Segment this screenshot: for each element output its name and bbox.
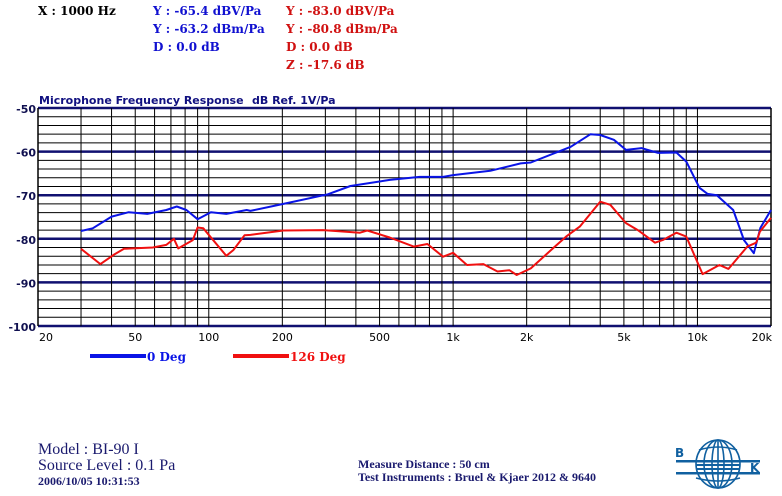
legend: 0 Deg 126 Deg [90, 350, 346, 364]
model-label: Model : BI-90 I [38, 441, 139, 458]
readout-blue-y-dbv: Y : -65.4 dBV/Pa [153, 4, 262, 18]
y-tick-label: -100 [8, 321, 36, 334]
x-tick-label: 10k [687, 331, 708, 344]
grid [37, 106, 772, 328]
x-tick-label: 20k [752, 331, 773, 344]
readout-blue-d: D : 0.0 dB [153, 40, 220, 54]
x-tick-label: 50 [128, 331, 142, 344]
legend-label-1: 126 Deg [290, 350, 346, 364]
x-tick-label: 20 [39, 331, 53, 344]
y-tick-label: -80 [16, 234, 36, 247]
x-tick-label: 1k [446, 331, 460, 344]
y-tick-label: -50 [16, 103, 36, 116]
test-instruments-label: Test Instruments : Bruel & Kjaer 2012 & … [358, 470, 596, 484]
y-tick-label: -60 [16, 147, 36, 160]
y-tick-label: -70 [16, 190, 36, 203]
measure-distance-label: Measure Distance : 50 cm [358, 457, 490, 471]
series-line-0 [80, 133, 772, 255]
bk-logo: B K [675, 439, 760, 489]
datetime-label: 2006/10/05 10:31:53 [38, 474, 140, 488]
legend-label-0: 0 Deg [147, 350, 187, 364]
source-level-label: Source Level : 0.1 Pa [38, 457, 176, 474]
readout-red-y-dbv: Y : -83.0 dBV/Pa [286, 4, 395, 18]
x-tick-label: 200 [272, 331, 293, 344]
chart-title: Microphone Frequency Response [39, 94, 244, 107]
x-tick-label: 5k [617, 331, 631, 344]
y-tick-label: -90 [16, 277, 36, 290]
logo-k: K [750, 461, 760, 475]
readout-blue-y-dbm: Y : -63.2 dBm/Pa [153, 22, 265, 36]
chart-subtitle: dB Ref. 1V/Pa [252, 94, 336, 107]
readout-x: X : 1000 Hz [38, 4, 116, 18]
series-line-1 [80, 200, 772, 276]
readout-red-d: D : 0.0 dB [286, 40, 353, 54]
x-tick-label: 500 [369, 331, 390, 344]
x-tick-label: 2k [520, 331, 534, 344]
readout-red-y-dbm: Y : -80.8 dBm/Pa [286, 22, 398, 36]
series-lines [80, 133, 772, 276]
readout-red-z: Z : -17.6 dB [286, 58, 365, 72]
x-tick-label: 100 [198, 331, 219, 344]
logo-b: B [675, 446, 684, 460]
